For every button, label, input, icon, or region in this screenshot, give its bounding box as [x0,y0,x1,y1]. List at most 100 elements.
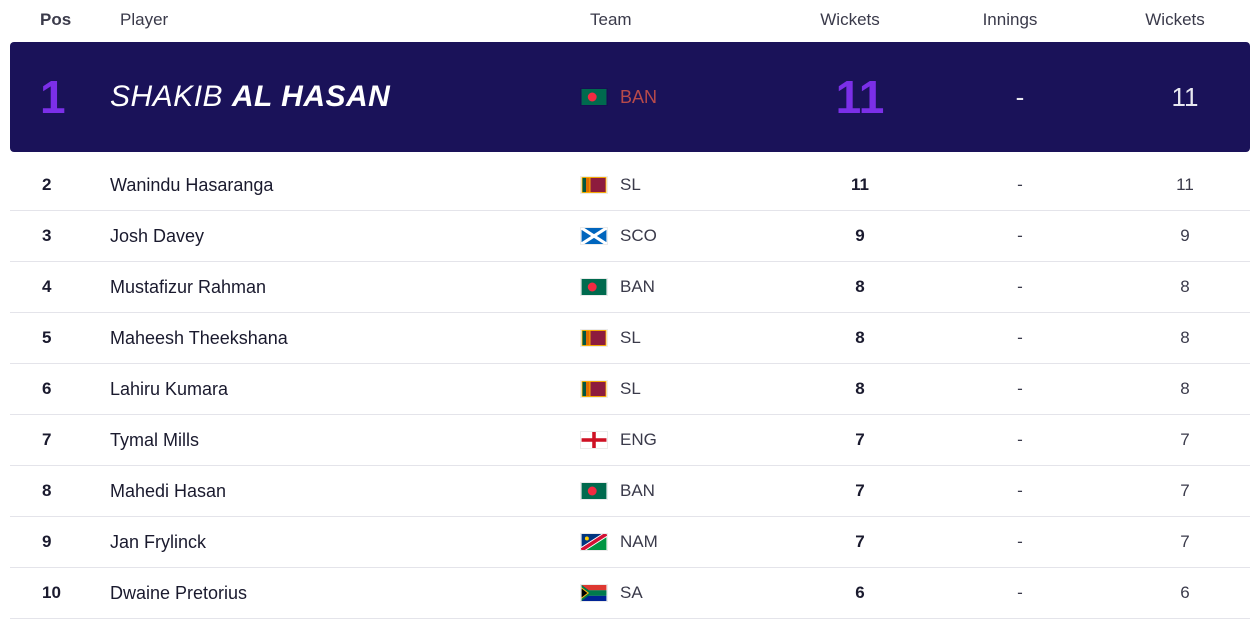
hero-row[interactable]: 1 SHAKIB AL HASAN BAN 11 - 11 [10,42,1250,152]
cell-team-code: SL [620,175,641,195]
cell-innings: - [940,175,1100,195]
table-body: 2Wanindu HasarangaSL11-113Josh DaveySCO9… [0,160,1260,619]
cell-wickets2: 7 [1100,430,1260,450]
cell-team-code: SA [620,583,643,603]
flag-icon [580,431,608,449]
cell-pos: 7 [10,430,110,450]
cell-wickets: 9 [780,226,940,246]
cell-team-code: NAM [620,532,658,552]
cell-player: Mustafizur Rahman [110,277,580,298]
col-header-team: Team [570,10,770,30]
table-row[interactable]: 5Maheesh TheekshanaSL8-8 [10,313,1250,364]
cell-team-code: BAN [620,277,655,297]
cell-pos: 6 [10,379,110,399]
flag-icon [580,176,608,194]
hero-player-name: SHAKIB AL HASAN [110,80,580,114]
col-header-wickets: Wickets [770,10,930,30]
cell-pos: 2 [10,175,110,195]
cell-wickets: 7 [780,430,940,450]
cell-wickets2: 8 [1100,328,1260,348]
cell-team-code: SL [620,328,641,348]
flag-icon [580,584,608,602]
cell-wickets2: 7 [1100,481,1260,501]
cell-team: ENG [580,430,780,450]
hero-first-name: SHAKIB [110,80,223,113]
cell-pos: 8 [10,481,110,501]
cell-team: SL [580,328,780,348]
flag-icon [580,278,608,296]
cell-player: Tymal Mills [110,430,580,451]
cell-wickets2: 9 [1100,226,1260,246]
cell-pos: 3 [10,226,110,246]
col-header-player: Player [100,10,570,30]
cell-team-code: SCO [620,226,657,246]
flag-icon [580,380,608,398]
cell-player: Wanindu Hasaranga [110,175,580,196]
cell-wickets: 8 [780,277,940,297]
cell-team: SCO [580,226,780,246]
hero-wickets2: 11 [1100,82,1260,113]
hero-position: 1 [10,70,110,124]
cell-team: SL [580,379,780,399]
cell-pos: 4 [10,277,110,297]
cell-team-code: BAN [620,481,655,501]
cell-pos: 9 [10,532,110,552]
cell-player: Josh Davey [110,226,580,247]
cell-innings: - [940,430,1100,450]
wickets-leaderboard-table: Pos Player Team Wickets Innings Wickets … [0,0,1260,619]
cell-team: NAM [580,532,780,552]
cell-innings: - [940,481,1100,501]
cell-pos: 10 [10,583,110,603]
table-row[interactable]: 8Mahedi HasanBAN7-7 [10,466,1250,517]
cell-wickets2: 8 [1100,277,1260,297]
hero-innings: - [940,82,1100,113]
cell-wickets: 6 [780,583,940,603]
cell-wickets: 7 [780,532,940,552]
table-row[interactable]: 6Lahiru KumaraSL8-8 [10,364,1250,415]
cell-player: Mahedi Hasan [110,481,580,502]
col-header-innings: Innings [930,10,1090,30]
cell-player: Jan Frylinck [110,532,580,553]
cell-wickets2: 11 [1100,175,1260,195]
hero-team: BAN [580,87,780,108]
cell-innings: - [940,277,1100,297]
flag-icon [580,227,608,245]
cell-wickets: 8 [780,379,940,399]
cell-innings: - [940,583,1100,603]
cell-innings: - [940,328,1100,348]
flag-icon [580,533,608,551]
hero-team-code: BAN [620,87,657,108]
cell-innings: - [940,379,1100,399]
cell-wickets: 8 [780,328,940,348]
cell-wickets2: 6 [1100,583,1260,603]
cell-team: BAN [580,481,780,501]
cell-wickets2: 8 [1100,379,1260,399]
cell-team-code: ENG [620,430,657,450]
cell-team: SA [580,583,780,603]
flag-icon [580,88,608,106]
cell-player: Lahiru Kumara [110,379,580,400]
table-row[interactable]: 4Mustafizur RahmanBAN8-8 [10,262,1250,313]
cell-wickets: 11 [780,175,940,195]
table-row[interactable]: 10Dwaine PretoriusSA6-6 [10,568,1250,619]
hero-last-name: AL HASAN [232,80,390,113]
table-row[interactable]: 3Josh DaveySCO9-9 [10,211,1250,262]
cell-innings: - [940,532,1100,552]
flag-icon [580,482,608,500]
col-header-pos: Pos [0,10,100,30]
cell-innings: - [940,226,1100,246]
cell-pos: 5 [10,328,110,348]
cell-team: SL [580,175,780,195]
cell-wickets: 7 [780,481,940,501]
cell-player: Maheesh Theekshana [110,328,580,349]
flag-icon [580,329,608,347]
table-row[interactable]: 9Jan FrylinckNAM7-7 [10,517,1250,568]
hero-wickets: 11 [780,70,940,124]
cell-team-code: SL [620,379,641,399]
cell-wickets2: 7 [1100,532,1260,552]
table-header-row: Pos Player Team Wickets Innings Wickets [0,0,1260,42]
table-row[interactable]: 2Wanindu HasarangaSL11-11 [10,160,1250,211]
cell-team: BAN [580,277,780,297]
table-row[interactable]: 7Tymal MillsENG7-7 [10,415,1250,466]
cell-player: Dwaine Pretorius [110,583,580,604]
